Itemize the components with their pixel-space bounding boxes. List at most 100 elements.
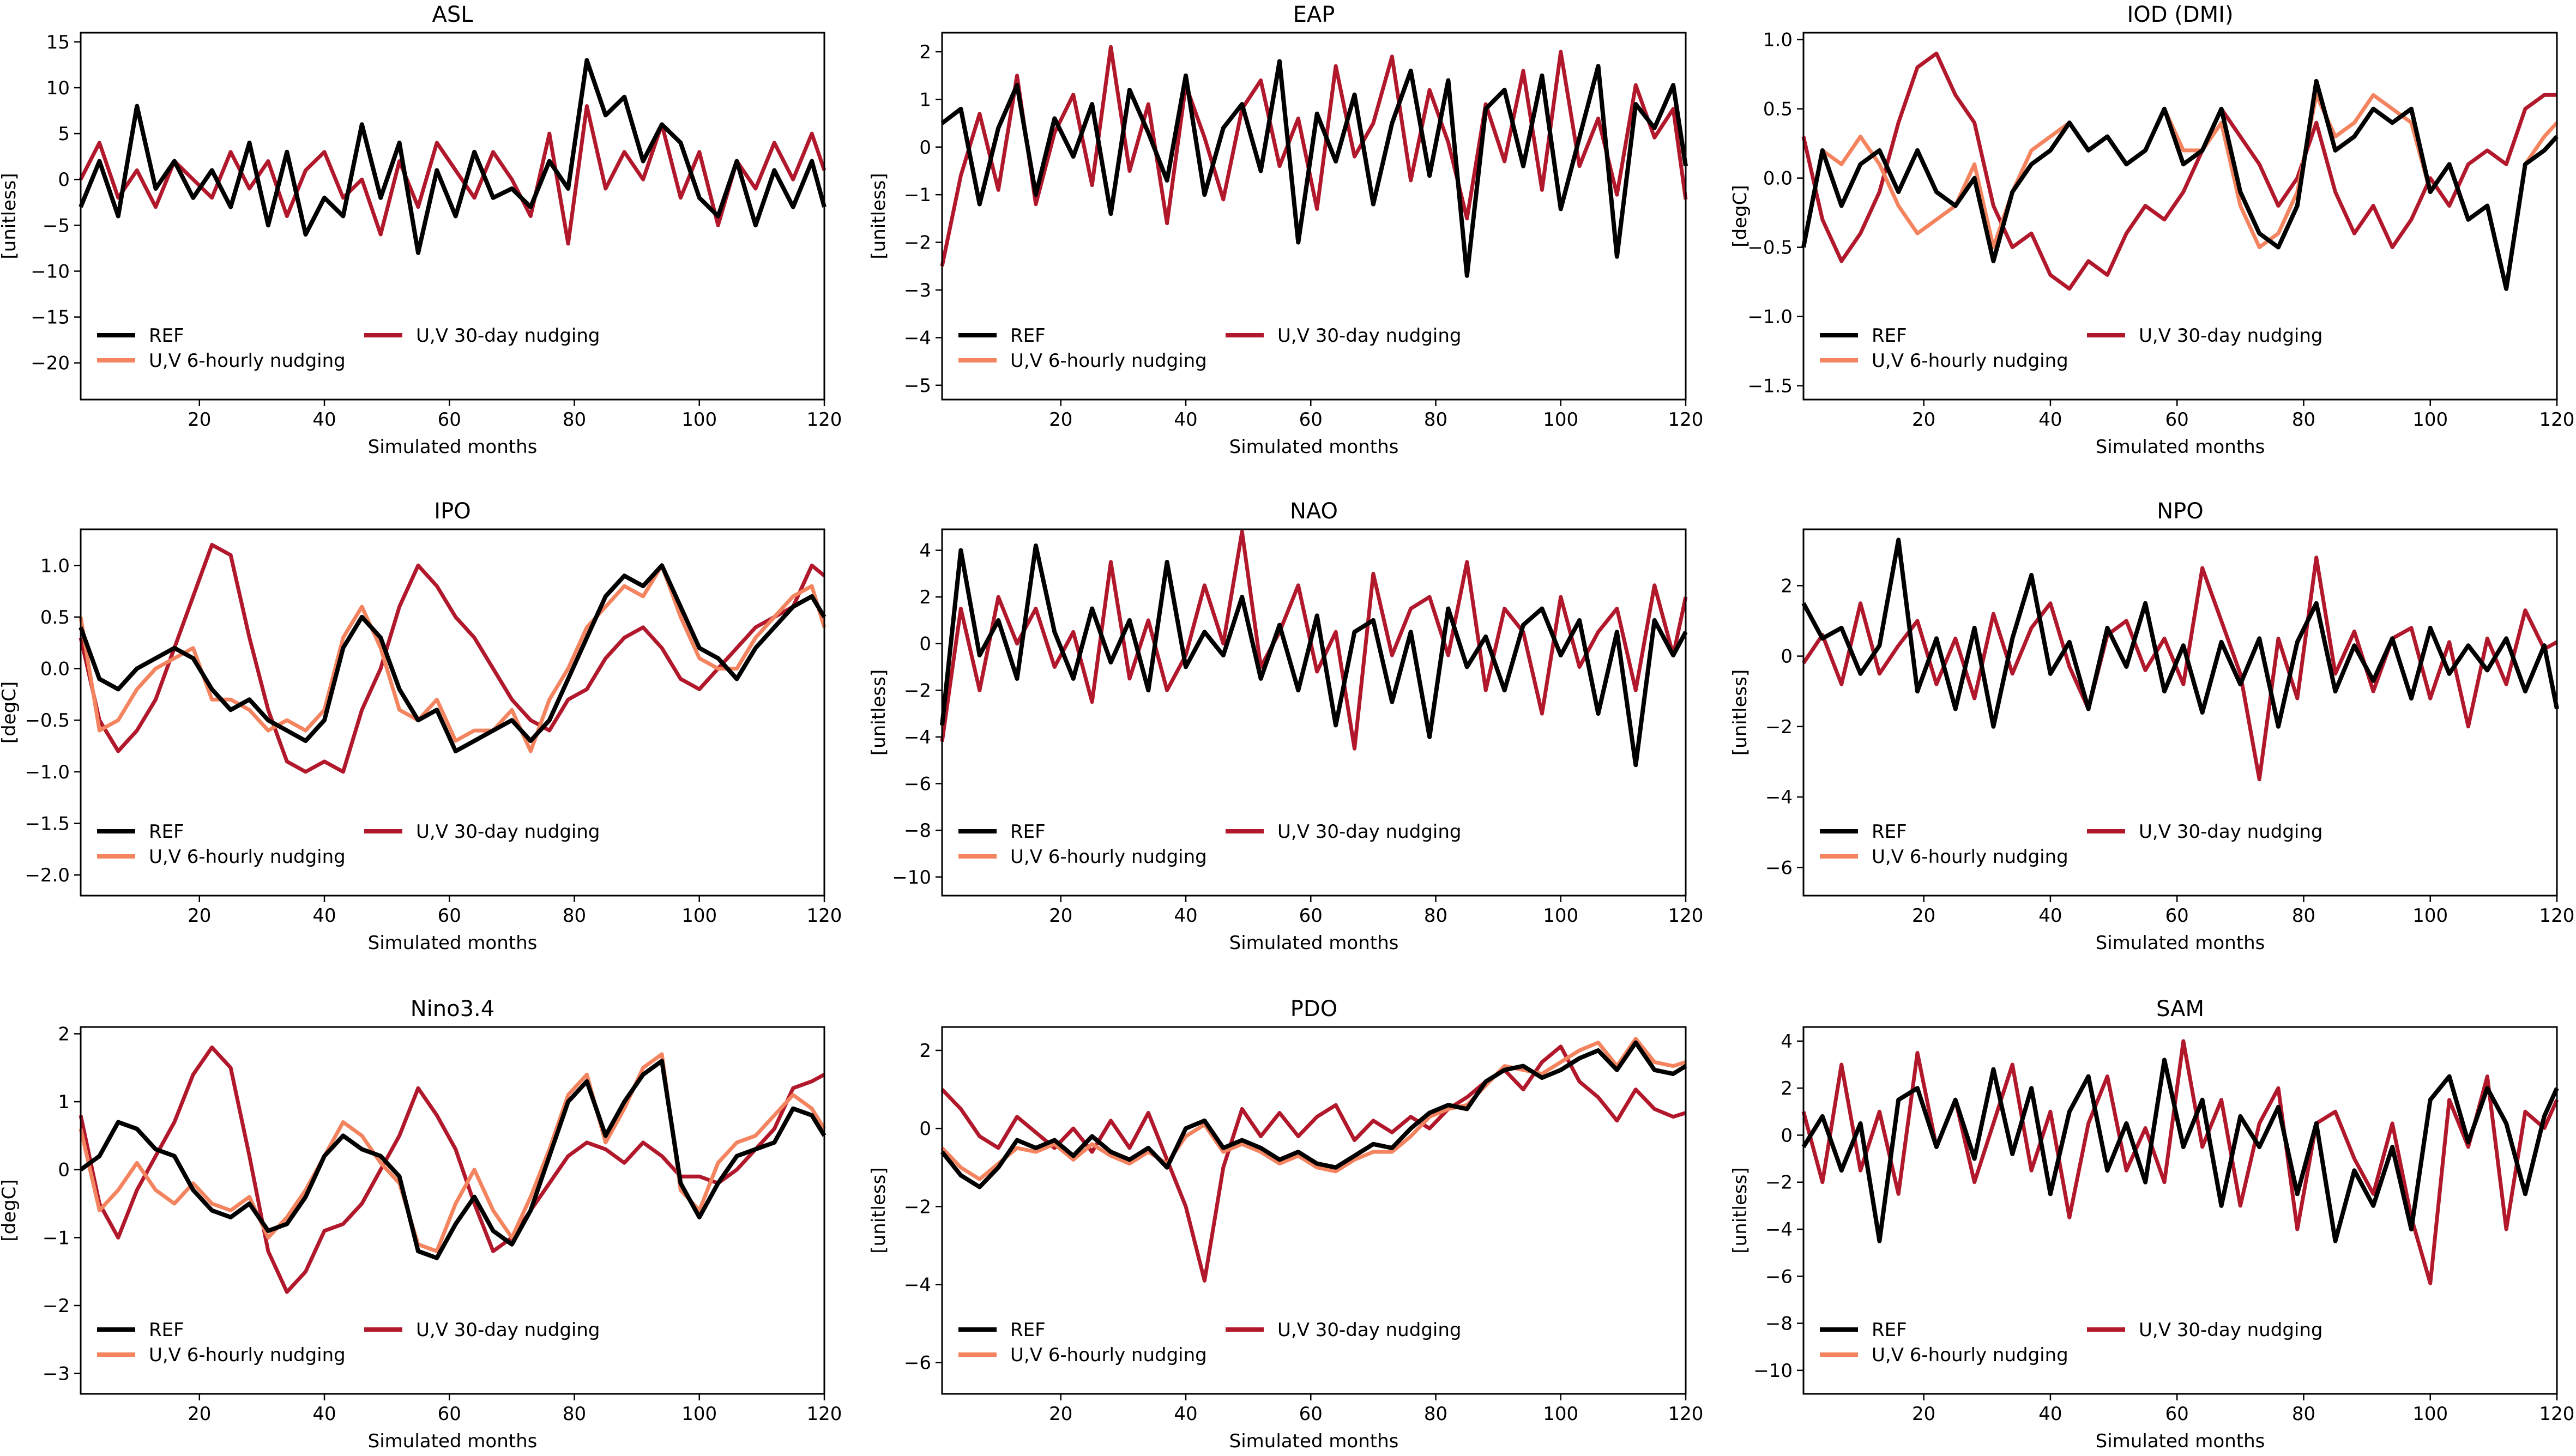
- y-tick-label: 0: [919, 633, 931, 655]
- y-tick-label: −1: [43, 1227, 70, 1249]
- x-tick-label: 40: [2038, 409, 2062, 431]
- y-tick-label: 2: [1781, 575, 1793, 597]
- x-tick-label: 120: [807, 1403, 842, 1425]
- y-tick-label: 4: [1781, 1031, 1793, 1053]
- legend-label: U,V 6-hourly nudging: [1010, 350, 1207, 372]
- y-axis-label: [unitless]: [868, 173, 890, 259]
- legend-label: REF: [149, 821, 184, 843]
- y-tick-label: −6: [904, 1352, 931, 1374]
- panel-eap: 20 40 60 80 100 120 −5 −4 −3 −2 −1 0 1 2 EAP Simulated …: [868, 2, 1703, 458]
- x-axis-label: Simulated months: [1229, 1430, 1399, 1452]
- series-line: [940, 59, 1688, 278]
- series-line: [79, 104, 827, 246]
- x-tick-label: 80: [2292, 905, 2315, 927]
- x-tick-label: 100: [2412, 409, 2448, 431]
- y-tick-label: 0.0: [1763, 168, 1793, 190]
- panel-sam: 20 40 60 80 100 120 −10 −8 −6 −4 −2 0 2 4 SAM Simulated…: [1729, 996, 2574, 1452]
- y-tick-label: 1: [919, 89, 931, 111]
- x-tick-label: 20: [1912, 1403, 1935, 1425]
- x-tick-label: 20: [1049, 409, 1072, 431]
- y-tick-label: −2.0: [25, 865, 70, 886]
- x-tick-label: 120: [2539, 1403, 2575, 1425]
- x-tick-label: 120: [1668, 409, 1704, 431]
- y-tick-label: −4: [904, 1274, 931, 1296]
- y-axis-label: [unitless]: [868, 1167, 890, 1253]
- y-tick-label: −2: [1765, 716, 1793, 738]
- series-line: [1801, 51, 2557, 291]
- x-tick-label: 80: [1424, 1403, 1447, 1425]
- y-tick-label: −10: [1753, 1360, 1793, 1382]
- legend-label: REF: [1010, 325, 1046, 347]
- x-tick-label: 20: [188, 409, 211, 431]
- x-tick-label: 60: [2165, 1403, 2189, 1425]
- x-tick-label: 100: [1543, 1403, 1578, 1425]
- legend-label: REF: [149, 325, 184, 347]
- y-tick-label: −2: [904, 232, 931, 254]
- x-tick-label: 60: [1299, 1403, 1323, 1425]
- y-tick-label: −3: [904, 280, 931, 301]
- legend-label: U,V 30-day nudging: [2139, 1319, 2322, 1341]
- legend-label: U,V 30-day nudging: [416, 1319, 600, 1341]
- series-line: [940, 1040, 1687, 1189]
- y-tick-label: −10: [31, 261, 70, 282]
- series-line: [79, 1059, 827, 1260]
- y-tick-label: 0.0: [40, 658, 70, 680]
- plot-frame: [941, 1026, 1687, 1395]
- x-tick-label: 120: [2539, 409, 2575, 431]
- y-tick-label: 1.0: [1763, 29, 1793, 51]
- y-axis-label: [unitless]: [0, 173, 20, 259]
- y-tick-label: 10: [46, 77, 70, 99]
- series-line: [940, 529, 1688, 751]
- x-tick-label: 100: [2412, 1403, 2448, 1425]
- panel-npo: 20 40 60 80 100 120 −6 −4 −2 0 2 NPO Simulated month…: [1729, 499, 2574, 954]
- x-tick-label: 120: [807, 409, 842, 431]
- y-tick-label: −2: [904, 680, 931, 702]
- series-line: [1801, 93, 2559, 291]
- series-line: [79, 58, 827, 255]
- y-tick-label: 2: [1781, 1078, 1793, 1099]
- series-line: [1801, 537, 2559, 729]
- y-tick-label: −0.5: [25, 710, 70, 732]
- x-axis-label: Simulated months: [2096, 1430, 2265, 1452]
- y-tick-label: −1.0: [25, 762, 70, 783]
- y-tick-label: 0: [58, 169, 70, 191]
- legend-label: REF: [1872, 1319, 1907, 1341]
- y-tick-label: −2: [43, 1295, 70, 1317]
- y-tick-label: 4: [919, 540, 931, 562]
- panel-title: IPO: [434, 499, 470, 524]
- x-tick-label: 60: [1299, 409, 1323, 431]
- plot-frame: [80, 1026, 825, 1395]
- series-line: [79, 58, 827, 255]
- x-tick-label: 20: [188, 1403, 211, 1425]
- series-line: [79, 1045, 825, 1294]
- y-tick-label: 5: [58, 123, 70, 145]
- y-tick-label: −1.5: [25, 813, 70, 835]
- y-tick-label: −10: [892, 867, 931, 889]
- x-tick-label: 100: [681, 905, 717, 927]
- x-tick-label: 40: [1174, 409, 1197, 431]
- x-tick-label: 60: [2165, 409, 2189, 431]
- series-line: [79, 542, 826, 774]
- x-tick-label: 40: [2038, 905, 2062, 927]
- y-axis-label: [unitless]: [1729, 669, 1751, 756]
- panel-title: Nino3.4: [411, 996, 494, 1022]
- x-tick-label: 120: [807, 905, 842, 927]
- x-tick-label: 40: [312, 1403, 336, 1425]
- series-line: [1801, 1039, 2559, 1285]
- panel-ipo: 20 40 60 80 100 120 −2.0 −1.5 −1.0 −0.5 0.0 0.5 1.0 I…: [0, 499, 842, 954]
- legend-label: REF: [1010, 1319, 1046, 1341]
- x-tick-label: 120: [2539, 905, 2575, 927]
- panel-pdo: 20 40 60 80 100 120 −6 −4 −2 0 2 PDO Simulated month…: [868, 996, 1703, 1452]
- x-tick-label: 20: [1912, 409, 1935, 431]
- y-tick-label: 0: [919, 137, 931, 159]
- legend-label: U,V 6-hourly nudging: [1872, 350, 2068, 372]
- legend-label: REF: [149, 1319, 184, 1341]
- y-tick-label: 2: [919, 1040, 931, 1062]
- y-tick-label: 0.5: [1763, 99, 1793, 120]
- legend-label: U,V 30-day nudging: [1277, 325, 1461, 347]
- series-line: [79, 1052, 826, 1253]
- x-tick-label: 20: [1049, 1403, 1072, 1425]
- x-tick-label: 80: [1424, 905, 1447, 927]
- plot-frame: [941, 528, 1687, 897]
